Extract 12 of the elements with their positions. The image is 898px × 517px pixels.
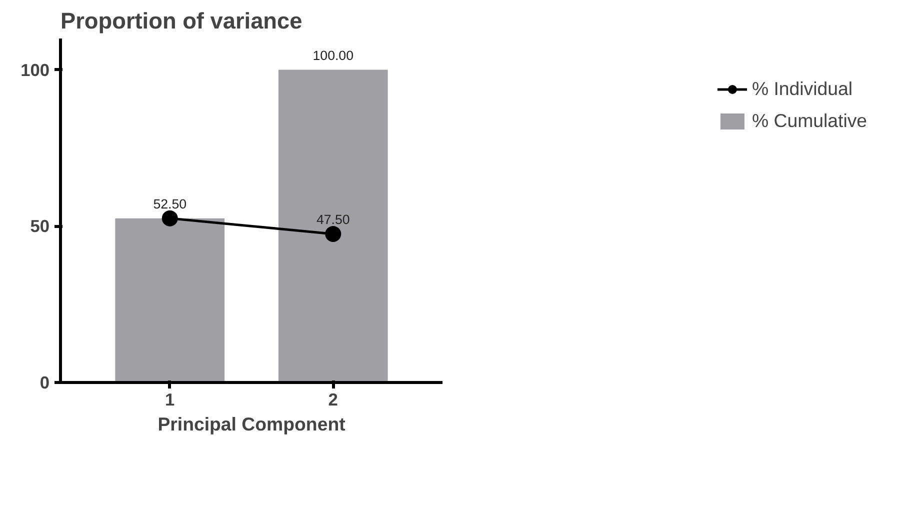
x-axis-title: Principal Component <box>158 414 346 434</box>
x-tick-label: 2 <box>328 390 338 410</box>
y-tick-label: 0 <box>40 372 50 392</box>
data-label: 52.50 <box>153 196 187 212</box>
x-tick-label: 1 <box>165 390 176 410</box>
data-label: 47.50 <box>316 212 350 227</box>
legend-label: % Individual <box>752 78 853 100</box>
legend-label: % Cumulative <box>752 110 868 132</box>
y-tick-label: 100 <box>20 60 50 80</box>
data-label: 100.00 <box>312 48 354 63</box>
y-tick-label: 50 <box>30 216 50 236</box>
chart-title: Proportion of variance <box>60 8 302 34</box>
